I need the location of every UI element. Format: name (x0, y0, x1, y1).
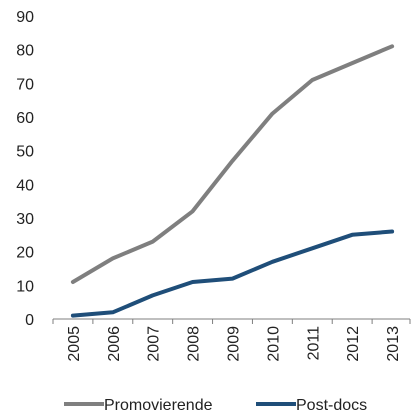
legend: Promovierende Post-docs (64, 397, 367, 414)
x-tick-label: 2007 (146, 326, 163, 362)
x-tick-label: 2005 (66, 326, 83, 362)
series-line-post-docs (70, 229, 395, 318)
x-tick-label: 2012 (345, 326, 362, 362)
series-line-promovierende (70, 44, 395, 284)
legend-label-promovierende: Promovierende (104, 397, 213, 414)
y-tick-label: 90 (16, 9, 34, 26)
legend-item-promovierende: Promovierende (64, 397, 213, 414)
y-axis-ticks: 0 10 20 30 40 50 60 70 80 90 (16, 9, 34, 329)
y-tick-label: 10 (16, 278, 34, 295)
x-tick-label: 2013 (385, 326, 402, 362)
series-layer (70, 44, 395, 318)
x-tick-label: 2011 (305, 326, 322, 361)
x-tick-label: 2006 (106, 326, 123, 362)
y-tick-label: 60 (16, 110, 34, 127)
legend-label-post-docs: Post-docs (296, 397, 367, 414)
y-tick-label: 0 (25, 312, 34, 329)
y-tick-label: 70 (16, 76, 34, 93)
y-tick-label: 20 (16, 245, 34, 262)
y-tick-label: 50 (16, 144, 34, 161)
y-tick-label: 30 (16, 211, 34, 228)
legend-item-post-docs: Post-docs (256, 397, 367, 414)
x-axis-ticks: 2005 2006 2007 2008 2009 2010 2011 2012 2013 (52, 319, 411, 362)
y-tick-label: 40 (16, 177, 34, 194)
x-tick-label: 2008 (186, 326, 203, 362)
y-tick-label: 80 (16, 43, 34, 60)
x-tick-label: 2009 (226, 326, 243, 362)
x-tick-label: 2010 (265, 326, 282, 362)
